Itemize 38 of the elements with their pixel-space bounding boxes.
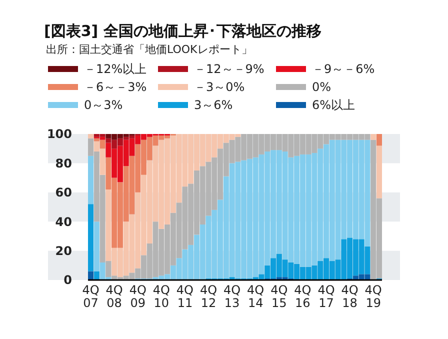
y-tick-label: 100 (46, 127, 72, 142)
x-tick-label: 4Q 09 (129, 283, 146, 310)
bar (88, 204, 94, 272)
legend-label: －3～0% (194, 80, 245, 94)
x-tick-label: 4Q 07 (82, 283, 100, 310)
x-tick-label: 4Q 17 (318, 283, 335, 310)
y-tick-label: 0 (64, 273, 72, 288)
bar (88, 271, 94, 280)
legend-label: －12%以上 (84, 62, 147, 76)
bar (94, 271, 100, 280)
bar (376, 146, 382, 198)
x-tick-label: 4Q 18 (341, 283, 358, 310)
x-tick-label: 4Q 15 (270, 283, 288, 310)
x-tick-label: 4Q 14 (247, 283, 264, 310)
bar (376, 134, 382, 146)
y-tick-label: 20 (55, 244, 72, 258)
y-tick-label: 40 (55, 214, 72, 229)
y-tick-label: 60 (55, 186, 72, 200)
bar (88, 134, 94, 138)
x-tick-label: 4Q 12 (200, 283, 218, 310)
bar (88, 156, 94, 204)
x-tick-label: 4Q 16 (294, 283, 312, 310)
legend-label: －12～－9% (194, 62, 264, 76)
legend-label: 0% (312, 80, 332, 94)
bar (370, 134, 376, 140)
x-tick-label: 4Q 10 (152, 283, 170, 310)
chart-subtitle: 出所：国土交通省「地価LOOKレポート」 (46, 43, 252, 56)
x-tick-label: 4Q 11 (176, 283, 194, 310)
legend-label: 6%以上 (312, 98, 356, 112)
x-tick-label: 4Q 13 (224, 283, 241, 310)
legend-label: 0～3% (84, 98, 123, 112)
legend-label: －9～－6% (312, 62, 375, 76)
y-tick-label: 80 (55, 156, 72, 170)
legend-label: －6～－3% (84, 80, 147, 94)
x-tick-label: 4Q 08 (106, 283, 123, 310)
x-tick-label: 4Q 19 (364, 283, 382, 310)
chart-title: [図表3] 全国の地価上昇･下落地区の推移 (44, 22, 322, 40)
legend-label: 3～6% (194, 98, 233, 112)
